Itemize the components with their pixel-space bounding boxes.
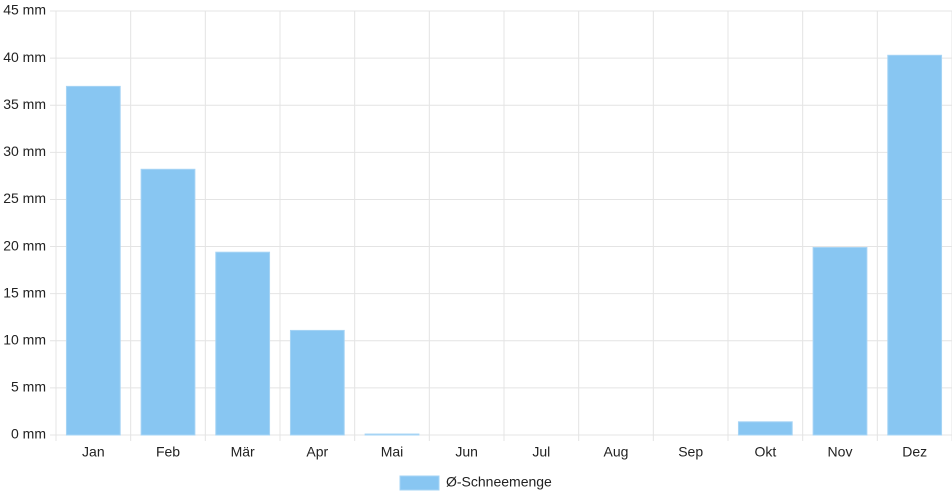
x-tick-label: Jan — [82, 444, 105, 460]
x-tick-label: Dez — [902, 444, 927, 460]
bar — [737, 421, 793, 436]
bar — [65, 85, 121, 436]
y-tick-label: 5 mm — [11, 379, 46, 395]
x-tick-label: Okt — [754, 444, 776, 460]
bar — [812, 246, 868, 436]
legend-label: Ø-Schneemenge — [446, 474, 552, 490]
y-tick-label: 15 mm — [3, 284, 46, 300]
x-tick-label: Aug — [604, 444, 629, 460]
x-tick-label: Jul — [532, 444, 550, 460]
x-tick-label: Jun — [455, 444, 478, 460]
x-tick-label: Apr — [306, 444, 328, 460]
bar — [364, 433, 420, 436]
y-tick-label: 25 mm — [3, 190, 46, 206]
bar — [289, 329, 345, 436]
y-tick-label: 30 mm — [3, 143, 46, 159]
x-tick-label: Sep — [678, 444, 703, 460]
y-tick-label: 40 mm — [3, 49, 46, 65]
x-tick-label: Feb — [156, 444, 180, 460]
x-tick-label: Mai — [381, 444, 404, 460]
bar — [215, 251, 271, 436]
y-tick-label: 10 mm — [3, 331, 46, 347]
bar — [140, 168, 196, 436]
y-tick-label: 35 mm — [3, 96, 46, 112]
x-tick-label: Mär — [231, 444, 255, 460]
y-tick-label: 20 mm — [3, 237, 46, 253]
legend-swatch — [399, 475, 440, 491]
x-tick-label: Nov — [828, 444, 853, 460]
y-tick-label: 45 mm — [3, 2, 46, 18]
bar — [887, 54, 943, 436]
y-tick-label: 0 mm — [11, 426, 46, 442]
